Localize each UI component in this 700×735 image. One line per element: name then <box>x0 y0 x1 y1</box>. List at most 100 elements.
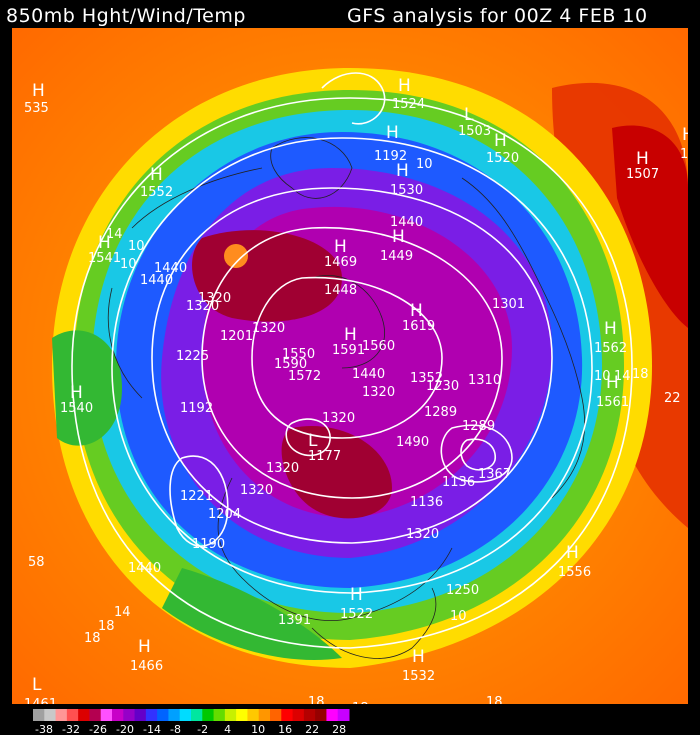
coastline-asia <box>107 167 263 399</box>
high-pressure-marker: H <box>386 123 399 143</box>
contour-value-label: 18 <box>84 631 101 646</box>
contour-value-label: 1461 <box>24 697 57 704</box>
contour-low-atlantic <box>440 424 513 483</box>
contour-value-label: 1540 <box>60 401 93 416</box>
cold-core-orange-center <box>224 244 248 268</box>
high-pressure-marker: H <box>636 149 649 169</box>
legend-swatch <box>44 709 57 721</box>
contour-value-label: 1367 <box>478 467 511 482</box>
legend-swatch <box>191 709 203 721</box>
contour-low-pacific <box>169 455 229 547</box>
legend-swatch <box>213 709 226 721</box>
legend-tick-label: -14 <box>143 723 161 735</box>
contour-value-label: 10 <box>120 257 137 272</box>
legend-swatch <box>281 709 294 721</box>
legend-swatch <box>236 709 248 721</box>
high-pressure-marker: H <box>412 647 425 667</box>
contour-north-ridge <box>321 72 386 125</box>
contour-value-label: 1177 <box>308 449 341 464</box>
high-pressure-marker: H <box>604 319 617 339</box>
contour-value-label: 1320 <box>406 527 439 542</box>
contour-value-label: 10 <box>128 239 145 254</box>
contour-low-center <box>285 418 331 457</box>
contour-value-label: 18 <box>352 701 369 704</box>
contour-value-label: 1550 <box>282 347 315 362</box>
legend-swatch <box>292 709 305 721</box>
coastline-greenland <box>270 137 353 199</box>
contour-value-label: 1320 <box>252 321 285 336</box>
cold-core-south <box>281 426 392 519</box>
low-pressure-marker: L <box>464 105 474 125</box>
contour-value-label: 1440 <box>154 261 187 276</box>
contour-value-label: 1225 <box>176 349 209 364</box>
contour-value-label: 1572 <box>288 369 321 384</box>
contour-value-label: 1310 <box>468 373 501 388</box>
contour-value-label: 1320 <box>266 461 299 476</box>
green-atlantic <box>52 330 122 446</box>
contour-value-label: 1520 <box>486 151 519 166</box>
contour-value-label: 1136 <box>410 495 443 510</box>
high-pressure-marker: H <box>344 325 357 345</box>
contour-value-label: 1440 <box>128 561 161 576</box>
legend-swatch <box>202 709 215 721</box>
contour-value-label: 1201 <box>220 329 253 344</box>
contour-value-label: 1469 <box>324 255 357 270</box>
temperature-legend: -38 -32 -26 -20 -14 -8 -2 4 10 16 22 28 <box>0 704 700 735</box>
contour-value-label: 1230 <box>426 379 459 394</box>
contour-value-label: 1466 <box>130 659 163 674</box>
legend-swatch <box>270 709 282 721</box>
contour-value-label: 1289 <box>462 419 495 434</box>
contour-value-label: 58 <box>28 555 45 570</box>
legend-swatch <box>89 709 102 721</box>
hot-spot-east <box>612 125 688 328</box>
legend-color-bar: -38 -32 -26 -20 -14 -8 -2 4 10 16 22 28 <box>33 709 350 735</box>
contour-value-label: 15 <box>680 147 688 162</box>
high-pressure-marker: H <box>70 383 83 403</box>
height-contours <box>71 72 633 649</box>
high-pressure-marker: H <box>138 637 151 657</box>
high-pressure-marker: H <box>392 227 405 247</box>
contour-value-label: 1192 <box>180 401 213 416</box>
contour-value-label: 1590 <box>274 357 307 372</box>
contour-value-label: 1591 <box>332 343 365 358</box>
contour-value-label: 18 <box>632 367 649 382</box>
contour-value-label: 18 <box>486 695 503 704</box>
legend-swatch <box>303 709 316 721</box>
contour-value-label: 1250 <box>446 583 479 598</box>
contour-value-label: 1320 <box>240 483 273 498</box>
high-pressure-marker: H <box>334 237 347 257</box>
legend-swatch <box>134 709 147 721</box>
weather-map: H535H1524L1503H1520H1507H15H1552H119210H… <box>12 28 688 704</box>
contour-1440 <box>151 187 553 544</box>
contour-value-label: 1391 <box>278 613 311 628</box>
contour-value-label: 1560 <box>362 339 395 354</box>
legend-swatch <box>112 709 124 721</box>
legend-swatch <box>66 709 79 721</box>
legend-swatch <box>326 709 339 721</box>
contour-value-label: 18 <box>308 695 325 704</box>
green-pacific <box>162 568 342 660</box>
contour-1380 <box>201 226 503 499</box>
legend-swatch <box>224 709 237 721</box>
contour-value-label: 1320 <box>362 385 395 400</box>
contour-1320 <box>251 276 443 439</box>
contour-value-label: 1522 <box>340 607 373 622</box>
contour-1500 <box>111 137 593 594</box>
contour-value-label: 14 <box>114 605 131 620</box>
contour-value-label: 1289 <box>424 405 457 420</box>
legend-tick-label: -20 <box>116 723 134 735</box>
map-title: 850mb Hght/Wind/Temp <box>6 5 246 27</box>
legend-tick-label: -26 <box>89 723 107 735</box>
contour-value-label: 1221 <box>180 489 213 504</box>
contour-value-label: 1503 <box>458 124 491 139</box>
legend-swatch <box>78 709 90 721</box>
contour-1560 <box>71 97 633 649</box>
legend-tick-label: 28 <box>332 723 346 735</box>
high-pressure-marker: H <box>350 585 363 605</box>
contour-value-label: 10 <box>594 369 611 384</box>
contour-value-label: 1532 <box>402 669 435 684</box>
contour-value-label: 1448 <box>324 283 357 298</box>
legend-swatch <box>258 709 271 721</box>
legend-swatch <box>123 709 136 721</box>
contour-value-label: 14 <box>106 227 123 242</box>
